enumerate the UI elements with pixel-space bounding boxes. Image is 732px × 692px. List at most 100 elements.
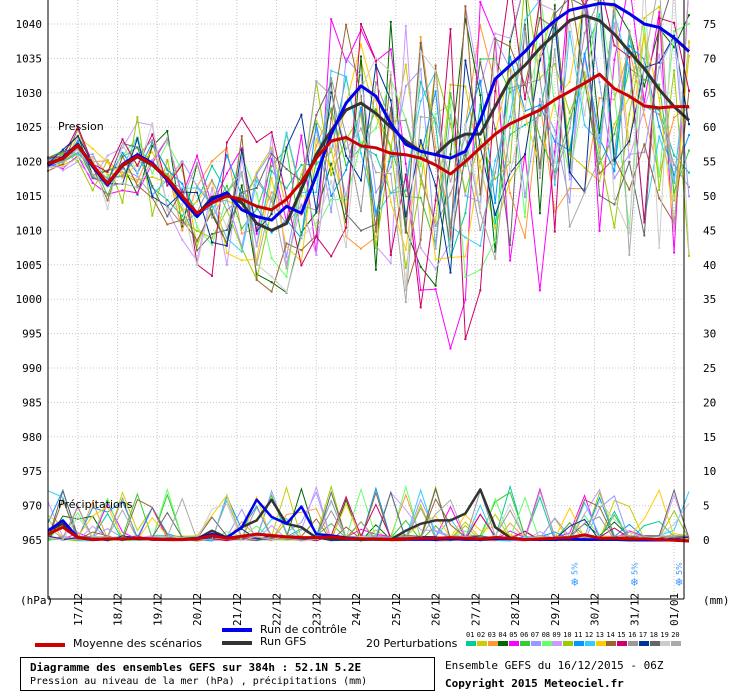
perturbation-point bbox=[583, 166, 586, 169]
perturbation-point bbox=[196, 161, 199, 164]
perturbation-point bbox=[389, 201, 392, 204]
perturbation-point bbox=[524, 84, 526, 86]
perturbation-point bbox=[509, 179, 512, 182]
perturbation-point bbox=[598, 0, 601, 1]
perturbation-14-pressure-line bbox=[47, 0, 690, 293]
perturbation-point bbox=[360, 95, 362, 98]
x-tick-label: 22/12 bbox=[271, 593, 284, 626]
perturbation-point bbox=[240, 154, 243, 157]
perturbation-point bbox=[181, 225, 184, 228]
perturbation-point bbox=[538, 77, 541, 79]
perturbation-point bbox=[270, 290, 273, 293]
perturbation-point bbox=[658, 61, 661, 64]
perturbation-point bbox=[240, 250, 243, 253]
y-right-tick-label: 5 bbox=[703, 500, 710, 513]
perturbation-point bbox=[240, 191, 243, 194]
perturbation-point bbox=[240, 227, 243, 230]
perturbation-point bbox=[479, 138, 482, 141]
perturbation-point bbox=[211, 213, 213, 216]
perturbation-point bbox=[389, 48, 392, 51]
perturbation-point bbox=[374, 212, 377, 215]
perturbation-point bbox=[538, 114, 541, 117]
perturbation-point bbox=[419, 183, 422, 185]
perturbation-point bbox=[225, 209, 228, 212]
perturbation-swatch bbox=[584, 641, 595, 646]
perturbation-point bbox=[374, 236, 377, 239]
perturbation-point bbox=[345, 134, 348, 137]
perturbation-point bbox=[479, 201, 482, 204]
perturbation-14-precip-line bbox=[47, 491, 690, 542]
y-right-tick-label: 60 bbox=[703, 121, 716, 134]
perturbation-point bbox=[270, 135, 273, 138]
y-left-tick-label: 1000 bbox=[16, 293, 43, 306]
perturbation-point bbox=[553, 27, 556, 29]
perturbation-point bbox=[270, 169, 273, 172]
perturbation-point bbox=[568, 112, 571, 115]
perturbation-point bbox=[628, 140, 631, 143]
perturbation-point bbox=[330, 77, 333, 80]
perturbation-point bbox=[270, 150, 273, 153]
perturbation-point bbox=[315, 191, 318, 194]
perturbation-point bbox=[613, 122, 616, 125]
perturbation-number: 16 bbox=[628, 631, 637, 639]
perturbation-point bbox=[494, 32, 497, 35]
perturbation-point bbox=[255, 141, 258, 143]
perturbation-point bbox=[404, 288, 407, 291]
perturbation-point bbox=[688, 54, 690, 57]
perturbation-point bbox=[583, 71, 586, 74]
perturbation-swatch bbox=[487, 641, 498, 646]
perturbation-point bbox=[196, 226, 199, 229]
perturbation-point bbox=[270, 146, 273, 149]
perturbation-point bbox=[598, 81, 601, 84]
perturbation-point bbox=[255, 273, 258, 276]
snowflake-icon: ❄ bbox=[571, 575, 578, 589]
perturbation-point bbox=[449, 113, 452, 116]
y-right-tick-label: 50 bbox=[703, 190, 716, 203]
perturbation-point bbox=[345, 235, 348, 238]
perturbation-point bbox=[404, 248, 407, 251]
perturbation-number: 06 bbox=[520, 631, 529, 639]
perturbation-point bbox=[255, 232, 258, 235]
perturbation-point bbox=[240, 117, 243, 120]
perturbation-point bbox=[196, 154, 199, 157]
perturbation-point bbox=[419, 68, 422, 71]
perturbation-point bbox=[76, 151, 79, 154]
perturbation-point bbox=[509, 171, 512, 174]
perturbation-point bbox=[211, 179, 213, 182]
perturbation-point bbox=[136, 146, 139, 149]
perturbation-swatch bbox=[563, 641, 574, 646]
perturbation-point bbox=[598, 137, 601, 140]
perturbation-point bbox=[211, 205, 213, 208]
perturbation-point bbox=[360, 43, 362, 46]
perturbation-point bbox=[688, 186, 690, 188]
perturbation-point bbox=[360, 113, 362, 115]
perturbation-point bbox=[225, 244, 228, 247]
perturbation-point bbox=[136, 171, 139, 174]
perturbation-point bbox=[330, 82, 333, 85]
perturbation-point bbox=[345, 195, 348, 198]
perturbation-17-pressure-line bbox=[47, 0, 690, 273]
perturbation-point bbox=[613, 93, 616, 96]
perturbation-point bbox=[91, 174, 94, 177]
perturbation-point bbox=[613, 163, 616, 166]
perturbation-point bbox=[419, 139, 422, 142]
perturbation-swatch bbox=[476, 641, 487, 646]
perturbation-point bbox=[479, 245, 482, 247]
perturbation-point bbox=[524, 98, 526, 101]
perturbation-point bbox=[285, 187, 288, 190]
perturbation-point bbox=[628, 35, 631, 38]
perturbation-number: 05 bbox=[509, 631, 518, 639]
perturbation-point bbox=[449, 180, 452, 183]
perturbation-point bbox=[181, 160, 184, 163]
perturbation-point bbox=[389, 192, 392, 194]
perturbation-point bbox=[688, 254, 690, 257]
perturbation-point bbox=[270, 275, 273, 278]
perturbation-point bbox=[255, 227, 258, 230]
perturbation-point bbox=[240, 171, 243, 174]
y-left-tick-label: 985 bbox=[22, 396, 42, 409]
perturbation-point bbox=[449, 256, 452, 259]
perturbation-point bbox=[434, 146, 437, 149]
perturbation-point bbox=[181, 191, 184, 194]
x-tick-label: 24/12 bbox=[350, 593, 363, 626]
